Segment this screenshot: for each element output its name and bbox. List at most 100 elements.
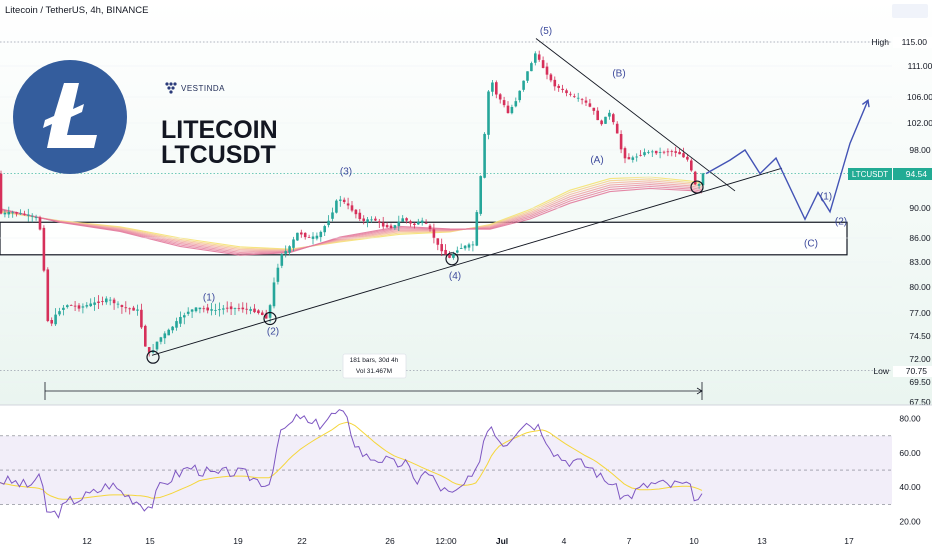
time-tick-label: 10 xyxy=(689,536,699,546)
candle-body xyxy=(530,63,533,72)
candle-body xyxy=(225,307,229,309)
candle-body xyxy=(522,80,525,90)
price-tick-label: 106.00 xyxy=(907,92,932,102)
candle-body xyxy=(487,91,490,135)
candle-body xyxy=(93,302,96,305)
candle-body xyxy=(467,244,471,248)
time-tick-label: 4 xyxy=(562,536,567,546)
candle-body xyxy=(34,217,38,219)
price-tick-label: 74.50 xyxy=(909,331,931,341)
rsi-line xyxy=(0,409,703,519)
candle-body xyxy=(85,305,89,307)
candle-body xyxy=(483,133,486,178)
candle-body xyxy=(229,306,233,310)
candle-body xyxy=(66,305,69,308)
ma-ribbon-line xyxy=(0,182,703,252)
candle-body xyxy=(491,82,494,92)
current-price-tag xyxy=(893,168,932,180)
rsi-moving-average xyxy=(0,421,703,500)
candle-body xyxy=(350,205,354,211)
candle-body xyxy=(292,239,295,248)
candle-body xyxy=(163,333,167,339)
price-tick-label: 69.50 xyxy=(909,377,931,387)
wave-label: (1) xyxy=(820,191,832,202)
candle-body xyxy=(537,54,541,60)
candle-body xyxy=(346,203,350,206)
price-tags: High 115.00 Low 70.75 LTCUSDT 94.54 xyxy=(848,37,932,377)
candle-body xyxy=(69,305,73,306)
candle-body xyxy=(19,213,22,215)
candle-body xyxy=(7,211,11,215)
candle-body xyxy=(358,212,362,220)
candle-body xyxy=(584,100,588,103)
candle-body xyxy=(62,307,65,310)
candle-body xyxy=(690,160,693,171)
candle-body xyxy=(3,212,7,215)
wave-label: (5) xyxy=(540,26,552,37)
candle-body xyxy=(635,156,638,158)
falling-resistance-trendline xyxy=(535,38,736,192)
candle-body xyxy=(459,248,463,249)
candle-body xyxy=(257,310,260,314)
rsi-pane: 80.00 60.00 40.00 20.00 xyxy=(0,404,932,526)
current-price: 94.54 xyxy=(906,169,928,179)
candle-body xyxy=(116,303,120,305)
candle-body xyxy=(370,219,373,221)
wave-label: (3) xyxy=(340,167,352,178)
wave-projection xyxy=(705,98,870,221)
candle-body xyxy=(615,123,619,134)
time-tick-label: 12 xyxy=(82,536,92,546)
price-axis: 115.00111.00106.00102.0098.0094.0090.008… xyxy=(907,37,932,407)
time-tick-label: 7 xyxy=(627,536,632,546)
top-right-control[interactable] xyxy=(892,4,928,18)
candle-body xyxy=(658,152,662,153)
moving-average-ribbon xyxy=(0,176,703,256)
candle-body xyxy=(101,301,104,302)
wave-label: (2) xyxy=(267,326,279,337)
price-grid xyxy=(0,41,892,403)
candle-body xyxy=(132,307,135,311)
candle-body xyxy=(366,219,369,223)
time-tick-label: 26 xyxy=(385,536,395,546)
candle-body xyxy=(354,209,358,215)
candle-body xyxy=(452,254,455,258)
candle-body xyxy=(15,212,18,214)
candle-body xyxy=(331,212,334,219)
high-value: 115.00 xyxy=(902,37,928,47)
candle-body xyxy=(97,301,100,303)
candle-body xyxy=(218,309,221,311)
candle-body xyxy=(541,60,545,68)
candle-body xyxy=(327,220,330,226)
time-tick-label: 13 xyxy=(757,536,767,546)
ma-ribbon-line xyxy=(0,178,703,251)
candle-body xyxy=(144,325,147,347)
candle-body xyxy=(448,255,451,258)
measure-tooltip xyxy=(342,353,407,379)
candle-body xyxy=(222,308,225,310)
candle-body xyxy=(654,150,658,154)
time-tick-label: 12:00 xyxy=(435,536,457,546)
candle-body xyxy=(678,151,681,155)
candle-body xyxy=(136,309,139,311)
candle-body xyxy=(171,326,174,331)
candle-body xyxy=(440,244,443,252)
candle-body xyxy=(23,213,26,215)
candle-body xyxy=(190,309,194,312)
candle-body xyxy=(686,156,689,160)
pivot-circle xyxy=(690,180,704,194)
candle-body xyxy=(495,82,498,95)
candle-body xyxy=(261,312,264,316)
candle-body xyxy=(276,267,280,282)
candle-body xyxy=(233,308,237,309)
candle-body xyxy=(670,151,674,153)
wave-labels: (1) (2) (3) (4) (5) (A) (B) (C) (1) (2) xyxy=(203,26,847,338)
candle-body xyxy=(198,307,202,310)
high-label: High xyxy=(872,37,890,47)
candle-body xyxy=(471,244,475,246)
candle-body xyxy=(272,282,276,307)
wave-label: (B) xyxy=(612,68,625,79)
rsi-tick-label: 60.00 xyxy=(899,448,921,458)
candle-body xyxy=(89,303,92,307)
low-value: 70.75 xyxy=(906,366,928,376)
